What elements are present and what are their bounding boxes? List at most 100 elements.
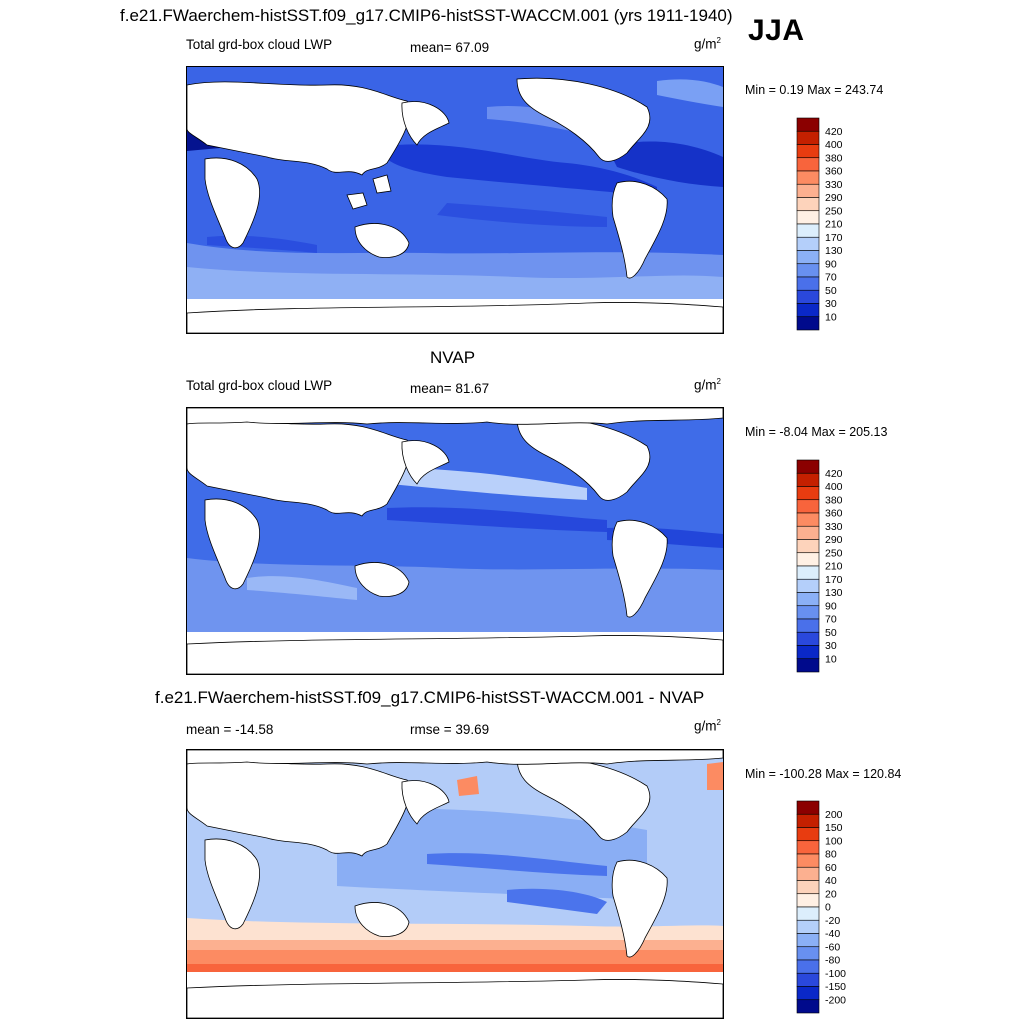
panel1-map [186,66,724,334]
panel2-units-exp: 2 [716,377,721,386]
panel2-colorbar-box [796,486,820,501]
panel1-colorbar-label: 30 [825,298,837,310]
panel2-colorbar-box [796,631,820,646]
panel1-colorbar-box [796,117,820,132]
panel3-colorbar-box [796,880,820,895]
panel2-variable: Total grd-box cloud LWP [186,378,333,393]
panel1-colorbar-label: 210 [825,219,843,231]
panel3-mean: mean = -14.58 [186,722,274,737]
panel2-colorbar-label: 70 [825,614,837,626]
panel2-colorbar-label: 380 [825,494,843,506]
panel3-colorbar-label: 100 [825,835,843,847]
panel3-colorbar-label: 60 [825,862,837,874]
panel2-colorbar-box [796,512,820,527]
panel2-colorbar-label: 290 [825,534,843,546]
panel1-colorbar-box [796,157,820,172]
panel3-colorbar-box [796,840,820,855]
panel1-colorbar-label: 330 [825,179,843,191]
panel3-colorbar-box [796,853,820,868]
panel3-colorbar: 200 150 100 80 60 40 20 0 -20 -40 -60 -80 -100 -150 -2… [796,800,856,1019]
panel1-colorbar-box [796,316,820,331]
panel3-colorbar-svg: 200150100806040200-20-40-60-80-100-150-2… [796,800,846,1014]
panel1-colorbar-box [796,210,820,225]
panel3-colorbar-box [796,866,820,881]
panel1-colorbar-box [796,263,820,278]
panel3-units-base: g/m [694,718,717,734]
panel2-colorbar: 420 400 380 360 330 290 250 210 170 130 90 70 50 30 10 [796,459,856,678]
panel1-colorbar-box [796,303,820,318]
panel1-colorbar-label: 90 [825,258,837,270]
panel3-colorbar-label: -20 [825,915,840,927]
panel1-colorbar-label: 130 [825,245,843,257]
panel1-colorbar-box [796,144,820,159]
panel2-units: g/m2 [694,377,721,393]
panel2-colorbar-box [796,645,820,660]
panel3-colorbar-box [796,999,820,1014]
panel3-colorbar-label: -80 [825,955,840,967]
panel2-colorbar-box [796,618,820,633]
panel2-colorbar-label: 170 [825,574,843,586]
panel3-colorbar-label: -200 [825,994,846,1006]
panel2-colorbar-label: 400 [825,481,843,493]
panel2-colorbar-label: 420 [825,468,843,480]
panel3-colorbar-box [796,800,820,815]
panel1-colorbar-label: 400 [825,139,843,151]
panel1-colorbar-label: 70 [825,272,837,284]
panel2-colorbar-label: 10 [825,653,837,665]
panel3-map [186,749,724,1019]
panel3-colorbar-box [796,986,820,1001]
panel1-colorbar-box [796,250,820,265]
panel1-colorbar-label: 420 [825,126,843,138]
panel1-mean: mean= 67.09 [410,40,490,55]
panel3-colorbar-label: -40 [825,928,840,940]
panel1-colorbar-box [796,289,820,304]
panel3-colorbar-label: 20 [825,888,837,900]
panel2-colorbar-box [796,472,820,487]
panel3-colorbar-box [796,972,820,987]
panel1-colorbar-label: 250 [825,205,843,217]
panel2-mean: mean= 81.67 [410,381,490,396]
panel2-colorbar-label: 210 [825,561,843,573]
panel3-colorbar-box [796,959,820,974]
panel2-colorbar-box [796,552,820,567]
panel1-colorbar-box [796,170,820,185]
panel3-units: g/m2 [694,718,721,734]
panel1-units: g/m2 [694,36,721,52]
panel3-title: f.e21.FWaerchem-histSST.f09_g17.CMIP6-hi… [155,688,705,707]
panel3-colorbar-box [796,919,820,934]
panel2-map-svg [187,408,723,674]
panel3-colorbar-box [796,813,820,828]
panel1-colorbar: 420 400 380 360 330 290 250 210 170 130 90 70 50 30 10 [796,117,856,336]
panel2-map [186,407,724,675]
panel3-colorbar-box [796,893,820,908]
panel3-colorbar-label: -60 [825,941,840,953]
panel3-colorbar-box [796,906,820,921]
panel3-colorbar-label: 40 [825,875,837,887]
panel1-units-base: g/m [694,36,717,52]
panel1-colorbar-label: 360 [825,166,843,178]
panel2-colorbar-box [796,539,820,554]
panel3-colorbar-label: 150 [825,822,843,834]
panel2-title: NVAP [430,348,476,367]
panel2-colorbar-label: 330 [825,521,843,533]
panel1-colorbar-box [796,223,820,238]
panel2-colorbar-box [796,459,820,474]
panel3-colorbar-box [796,946,820,961]
panel1-colorbar-box [796,236,820,251]
panel1-units-exp: 2 [716,36,721,45]
panel2-colorbar-label: 250 [825,547,843,559]
panel1-minmax: Min = 0.19 Max = 243.74 [745,83,884,97]
panel1-colorbar-box [796,276,820,291]
panel1-title: f.e21.FWaerchem-histSST.f09_g17.CMIP6-hi… [120,6,733,25]
panel2-colorbar-box [796,578,820,593]
panel2-units-base: g/m [694,377,717,393]
panel3-colorbar-label: -100 [825,968,846,980]
panel3-colorbar-label: 80 [825,849,837,861]
panel2-colorbar-box [796,592,820,607]
panel2-colorbar-label: 30 [825,640,837,652]
panel1-colorbar-box [796,130,820,145]
panel3-colorbar-box [796,933,820,948]
season-label: JJA [748,14,805,47]
